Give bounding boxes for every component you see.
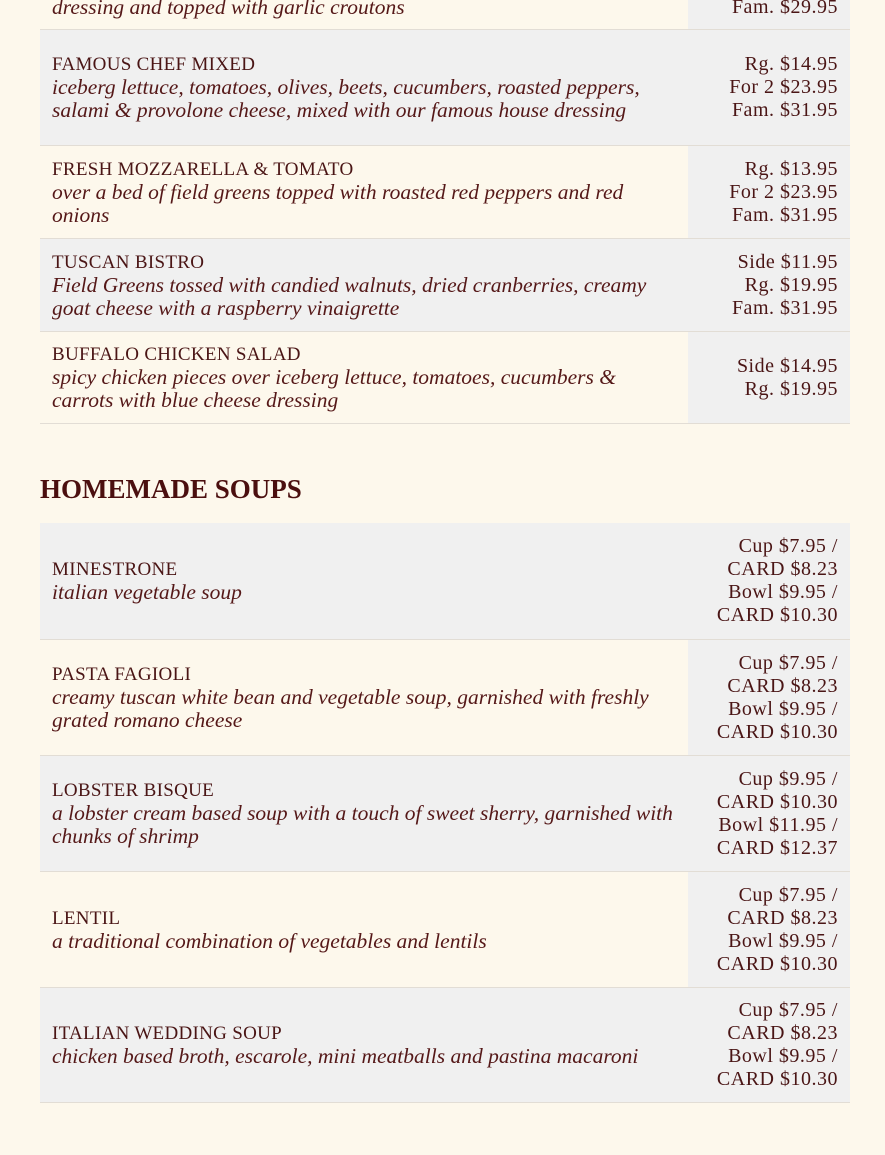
price-line: CARD $8.23: [727, 1022, 838, 1044]
item-description: spicy chicken pieces over iceberg lettuc…: [52, 365, 616, 412]
menu-item-row: MINESTRONE italian vegetable soup Cup $7.9…: [40, 523, 850, 640]
price-line: Cup $7.95 /: [738, 999, 838, 1021]
item-description: creamy tuscan white bean and vegetable s…: [52, 685, 649, 732]
price-line: CARD $10.30: [716, 1068, 838, 1090]
price-line: Rg. $13.95: [744, 157, 838, 180]
item-name: FAMOUS CHEF MIXED: [52, 54, 256, 75]
menu-item-row: FAMOUS CHEF MIXED iceberg lettuce, tomato…: [40, 30, 850, 146]
price-line: Rg. $19.95: [744, 273, 838, 296]
item-info-cell: FAMOUS CHEF MIXED iceberg lettuce, tomato…: [40, 30, 688, 145]
menu-item-row: dressing and topped with garlic croutons…: [40, 0, 850, 30]
price-line: Fam. $29.95: [731, 0, 838, 18]
item-description: dressing and topped with garlic croutons: [52, 0, 405, 19]
price-line: Bowl $9.95 /: [728, 581, 838, 603]
item-info-cell: MINESTRONE italian vegetable soup: [40, 523, 688, 639]
price-line: Cup $7.95 /: [738, 651, 838, 674]
item-description: a lobster cream based soup with a touch …: [52, 801, 673, 848]
item-description: Field Greens tossed with candied walnuts…: [52, 272, 647, 320]
item-price-cell: Side $14.95 Rg. $19.95: [688, 332, 850, 423]
price-line: CARD $10.30: [716, 720, 838, 743]
price-line: CARD $10.30: [716, 952, 838, 975]
price-line: Side $14.95: [736, 354, 838, 377]
price-line: CARD $8.23: [727, 558, 838, 580]
item-info-cell: FRESH MOZZARELLA & TOMATO over a bed of f…: [40, 146, 688, 238]
item-description: iceberg lettuce, tomatoes, olives, beets…: [52, 75, 640, 122]
menu-item-row: LOBSTER BISQUE a lobster cream based soup…: [40, 756, 850, 872]
item-description: a traditional combination of vegetables …: [52, 928, 487, 953]
item-info-cell: LOBSTER BISQUE a lobster cream based soup…: [40, 756, 688, 871]
price-line: Fam. $31.95: [731, 296, 838, 319]
price-line: For 2 $23.95: [729, 180, 838, 203]
price-line: Rg. $14.95: [744, 53, 838, 75]
item-name: TUSCAN BISTRO: [52, 251, 205, 273]
menu-item-row: TUSCAN BISTRO Field Greens tossed with ca…: [40, 239, 850, 332]
item-name: BUFFALO CHICKEN SALAD: [52, 344, 301, 365]
menu-item-row: BUFFALO CHICKEN SALAD spicy chicken piece…: [40, 332, 850, 424]
price-line: CARD $8.23: [727, 674, 838, 697]
item-name: LOBSTER BISQUE: [52, 780, 215, 801]
section-heading-soups: HOMEMADE SOUPS: [40, 474, 302, 504]
item-info-cell: ITALIAN WEDDING SOUP chicken based broth,…: [40, 988, 688, 1102]
item-price-cell: Rg. $14.95 For 2 $23.95 Fam. $31.95: [688, 30, 850, 145]
item-name: MINESTRONE: [52, 559, 178, 580]
price-line: CARD $10.30: [716, 604, 838, 626]
item-price-cell: Cup $7.95 /CARD $8.23 Bowl $9.95 /CARD $1…: [688, 988, 850, 1102]
price-line: Cup $7.95 /: [738, 535, 838, 557]
price-line: CARD $8.23: [727, 906, 838, 929]
item-price-cell: Rg. $13.95 For 2 $23.95 Fam. $31.95: [688, 146, 850, 238]
menu-item-row: LENTIL a traditional combination of veget…: [40, 872, 850, 988]
price-line: Fam. $31.95: [731, 203, 838, 226]
price-line: CARD $10.30: [716, 790, 838, 813]
item-info-cell: LENTIL a traditional combination of veget…: [40, 872, 688, 987]
item-name: ITALIAN WEDDING SOUP: [52, 1023, 282, 1044]
menu-item-row: FRESH MOZZARELLA & TOMATO over a bed of f…: [40, 146, 850, 239]
price-line: For 2 $23.95: [729, 76, 838, 98]
item-name: PASTA FAGIOLI: [52, 664, 192, 685]
price-line: Fam. $31.95: [731, 99, 838, 121]
price-line: Cup $9.95 /: [738, 767, 838, 790]
price-line: Cup $7.95 /: [738, 883, 838, 906]
item-info-cell: TUSCAN BISTRO Field Greens tossed with ca…: [40, 239, 688, 331]
item-info-cell: PASTA FAGIOLI creamy tuscan white bean an…: [40, 640, 688, 755]
price-line: Rg. $19.95: [744, 377, 838, 400]
menu-item-row: ITALIAN WEDDING SOUP chicken based broth,…: [40, 988, 850, 1103]
price-line: Bowl $9.95 /: [728, 1045, 838, 1067]
price-line: CARD $12.37: [716, 836, 838, 859]
item-info-cell: dressing and topped with garlic croutons: [40, 0, 688, 29]
menu-item-row: PASTA FAGIOLI creamy tuscan white bean an…: [40, 640, 850, 756]
item-price-cell: Side $11.95 Rg. $19.95 Fam. $31.95: [688, 239, 850, 331]
item-description: over a bed of field greens topped with r…: [52, 179, 624, 227]
item-description: chicken based broth, escarole, mini meat…: [52, 1044, 639, 1068]
item-price-cell: Cup $9.95 /CARD $10.30 Bowl $11.95 /CARD …: [688, 756, 850, 871]
item-info-cell: BUFFALO CHICKEN SALAD spicy chicken piece…: [40, 332, 688, 423]
price-line: Side $11.95: [737, 250, 838, 273]
item-name: FRESH MOZZARELLA & TOMATO: [52, 158, 354, 180]
item-name: LENTIL: [52, 907, 121, 929]
salad-menu-table: dressing and topped with garlic croutons…: [40, 0, 850, 424]
item-price-cell: Cup $7.95 /CARD $8.23 Bowl $9.95 /CARD $1…: [688, 872, 850, 987]
item-description: italian vegetable soup: [52, 580, 242, 604]
item-price-cell: Cup $7.95 /CARD $8.23 Bowl $9.95 /CARD $1…: [688, 523, 850, 639]
price-line: Bowl $11.95 /: [718, 813, 838, 836]
item-price-cell: Cup $7.95 /CARD $8.23 Bowl $9.95 /CARD $1…: [688, 640, 850, 755]
price-line: Bowl $9.95 /: [728, 697, 838, 720]
price-line: Bowl $9.95 /: [728, 929, 838, 952]
item-price-cell: Fam. $29.95: [688, 0, 850, 29]
soup-menu-table: MINESTRONE italian vegetable soup Cup $7.9…: [40, 523, 850, 1103]
